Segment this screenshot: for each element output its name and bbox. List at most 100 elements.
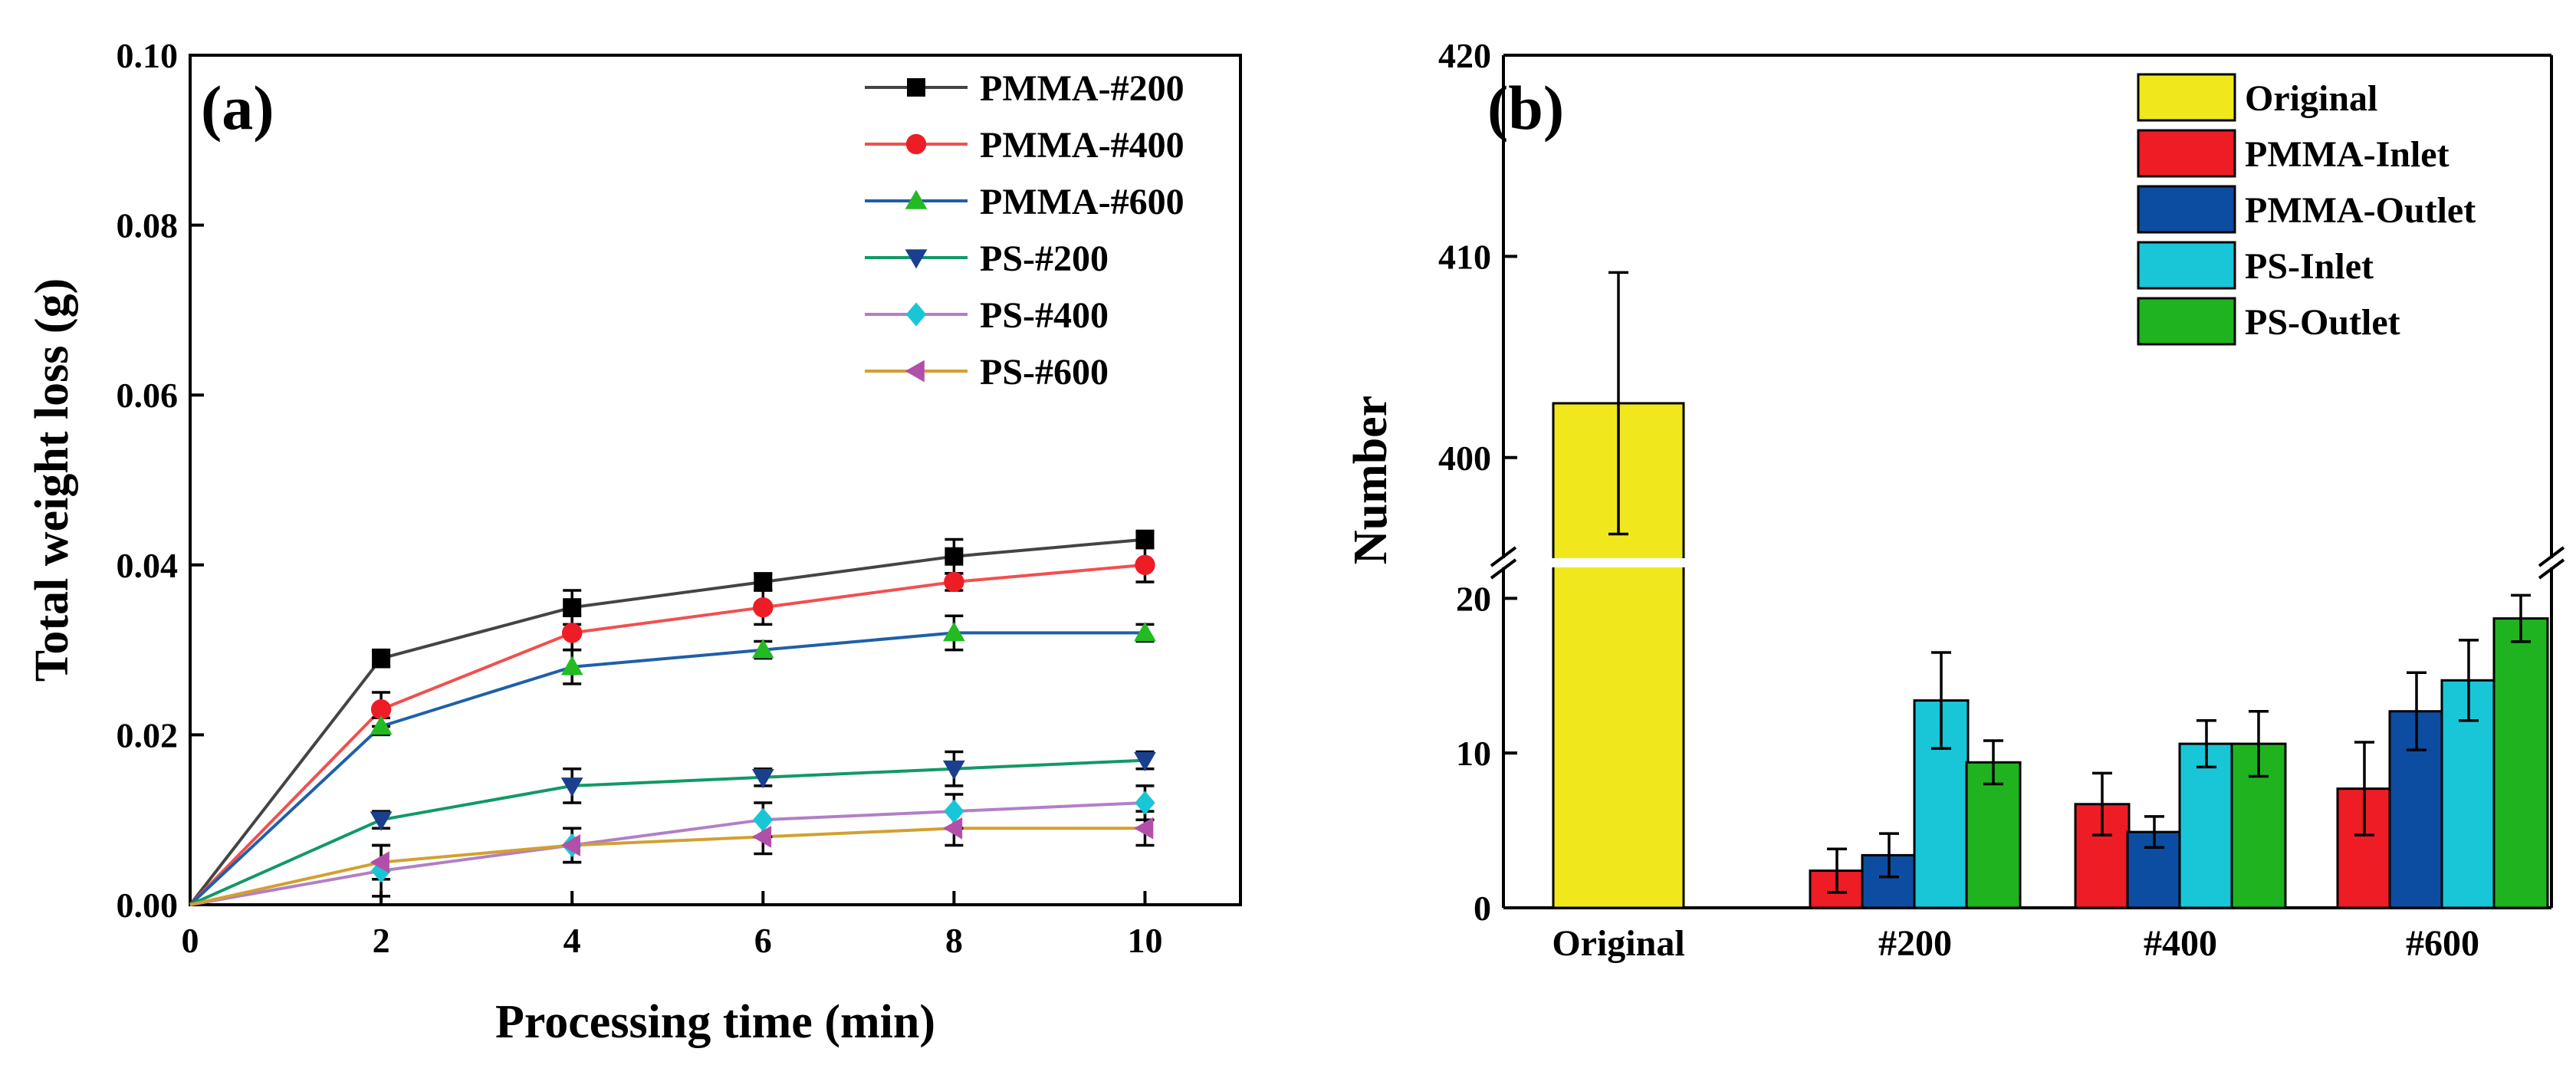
data-point-pmma-200 bbox=[372, 649, 391, 668]
x-tick-label: 2 bbox=[373, 921, 390, 960]
panel-a-x-axis-title: Processing time (min) bbox=[495, 996, 935, 1048]
axis-break-gap bbox=[1480, 558, 2574, 567]
panel-a-y-axis-title: Total weight loss (g) bbox=[26, 278, 78, 682]
data-point-pmma-400 bbox=[370, 698, 392, 720]
legend-label-ps-600: PS-#600 bbox=[980, 352, 1109, 393]
bar-ps-inlet-400 bbox=[2178, 742, 2235, 909]
legend-swatch-ps-inlet bbox=[2137, 241, 2236, 290]
panel-b-bar-chart: (b) Number 0 10 20 400 410 420 Original #200 #40… bbox=[1345, 36, 2574, 964]
data-point-ps-600 bbox=[370, 851, 389, 873]
y-tick-label: 0.02 bbox=[117, 715, 179, 754]
axis-break-mark bbox=[2538, 558, 2565, 580]
legend-marker-ps-600 bbox=[905, 360, 925, 383]
y-tick-label: 20 bbox=[1456, 579, 1491, 618]
series-line-pmma-400 bbox=[189, 563, 1145, 906]
data-point-pmma-200 bbox=[945, 547, 964, 566]
y-tick-label: 0 bbox=[1474, 889, 1491, 928]
data-point-ps-200 bbox=[751, 769, 774, 789]
x-tick-label: 0 bbox=[182, 921, 199, 960]
data-point-ps-600 bbox=[942, 817, 963, 840]
panel-a-line-chart: (a) Processing time (min) Total weight l… bbox=[26, 36, 1242, 1048]
panel-b-error-bars bbox=[1608, 271, 2531, 894]
x-tick-label: #200 bbox=[1878, 923, 1952, 964]
legend-marker-pmma-600 bbox=[905, 189, 928, 209]
series-line-pmma-200 bbox=[189, 537, 1145, 906]
y-tick-label: 0.08 bbox=[117, 206, 179, 245]
legend-label-pmma-outlet: PMMA-Outlet bbox=[2245, 190, 2476, 231]
x-tick-label: Original bbox=[1552, 923, 1684, 964]
y-tick-label: 420 bbox=[1438, 36, 1491, 75]
legend-swatch-ps-outlet bbox=[2137, 297, 2236, 346]
legend-label-pmma-600: PMMA-#600 bbox=[980, 182, 1184, 222]
legend-label-ps-200: PS-#200 bbox=[980, 238, 1109, 279]
data-point-pmma-600 bbox=[1134, 622, 1156, 642]
data-point-ps-400 bbox=[1135, 791, 1155, 815]
legend-marker-pmma-200 bbox=[907, 78, 925, 97]
panel-b-label: (b) bbox=[1487, 73, 1564, 143]
data-point-pmma-200 bbox=[563, 598, 582, 617]
series-line-pmma-600 bbox=[189, 631, 1145, 906]
axis-break-mark bbox=[2538, 546, 2565, 567]
y-tick-label: 0.04 bbox=[117, 546, 179, 585]
bar-ps-outlet-200 bbox=[1965, 761, 2022, 909]
y-tick-label: 400 bbox=[1438, 439, 1491, 478]
panel-a-series-lines bbox=[189, 537, 1145, 906]
legend-label-ps-inlet: PS-Inlet bbox=[2245, 246, 2374, 287]
data-point-pmma-600 bbox=[560, 656, 583, 675]
series-line-ps-600 bbox=[189, 827, 1145, 906]
panel-a-legend: PMMA-#200 PMMA-#400 PMMA-#600 PS-#200 PS-#40… bbox=[865, 68, 1184, 393]
data-point-ps-200 bbox=[560, 777, 583, 797]
series-line-ps-400 bbox=[189, 801, 1145, 906]
y-tick-label: 0.00 bbox=[117, 886, 179, 925]
y-tick-label: 0.10 bbox=[117, 36, 179, 75]
panel-a-markers bbox=[370, 530, 1156, 883]
legend-label-pmma-inlet: PMMA-Inlet bbox=[2245, 134, 2450, 175]
panel-a-label: (a) bbox=[201, 73, 274, 143]
data-point-ps-200 bbox=[370, 811, 393, 831]
legend-label-ps-outlet: PS-Outlet bbox=[2245, 302, 2400, 343]
legend-label-ps-400: PS-#400 bbox=[980, 295, 1109, 336]
legend-swatch-pmma-outlet bbox=[2137, 185, 2236, 234]
legend-label-pmma-400: PMMA-#400 bbox=[980, 125, 1184, 166]
series-line-ps-200 bbox=[189, 758, 1145, 906]
legend-marker-ps-400 bbox=[905, 302, 927, 327]
data-point-ps-600 bbox=[1134, 817, 1154, 840]
data-point-pmma-200 bbox=[754, 572, 773, 591]
data-point-ps-400 bbox=[944, 799, 964, 823]
data-point-ps-400 bbox=[753, 807, 774, 832]
legend-label-original: Original bbox=[2245, 78, 2377, 119]
x-tick-label: #400 bbox=[2144, 923, 2217, 964]
data-point-pmma-400 bbox=[944, 571, 964, 593]
data-point-ps-600 bbox=[751, 825, 772, 848]
data-point-pmma-600 bbox=[370, 715, 393, 735]
panel-b-y-axis-title: Number bbox=[1345, 396, 1397, 564]
axis-break-mark bbox=[1490, 546, 1517, 567]
legend-marker-pmma-400 bbox=[905, 133, 927, 155]
y-tick-label: 0.06 bbox=[117, 376, 179, 415]
data-point-ps-600 bbox=[560, 834, 580, 856]
panel-a-plot-frame bbox=[189, 54, 1242, 906]
axis-break-mark bbox=[1490, 558, 1517, 580]
data-point-pmma-400 bbox=[753, 597, 774, 618]
x-tick-label: 6 bbox=[754, 921, 772, 960]
data-point-pmma-400 bbox=[561, 623, 583, 643]
data-point-pmma-600 bbox=[942, 622, 965, 642]
x-tick-label: #600 bbox=[2406, 923, 2479, 964]
x-tick-label: 8 bbox=[945, 921, 963, 960]
data-point-pmma-400 bbox=[1135, 554, 1155, 575]
data-point-pmma-600 bbox=[751, 639, 774, 659]
bar-ps-outlet-600 bbox=[2492, 617, 2549, 909]
panel-b-axis-break bbox=[1480, 546, 2574, 580]
data-point-pmma-200 bbox=[1135, 530, 1155, 549]
y-tick-label: 410 bbox=[1438, 237, 1491, 276]
x-tick-label: 10 bbox=[1127, 921, 1162, 960]
panel-b-bars bbox=[1552, 402, 2549, 909]
y-tick-label: 10 bbox=[1456, 734, 1491, 773]
panel-b-legend: Original PMMA-Inlet PMMA-Outlet PS-Inlet PS-… bbox=[2137, 73, 2476, 346]
data-point-ps-200 bbox=[942, 760, 965, 781]
data-point-ps-200 bbox=[1134, 751, 1156, 772]
legend-swatch-original bbox=[2137, 73, 2236, 122]
bar-ps-inlet-200 bbox=[1913, 699, 1970, 909]
legend-label-pmma-200: PMMA-#200 bbox=[980, 68, 1184, 109]
